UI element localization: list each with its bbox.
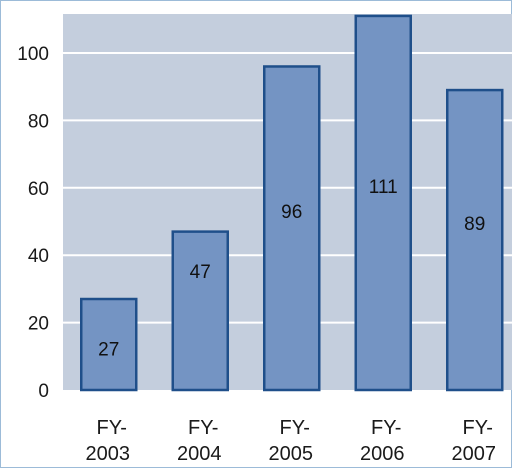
x-tick-label: FY- (97, 417, 127, 439)
data-labels: 27 47 96 111 89 (98, 177, 485, 360)
x-tick-label: FY- (463, 417, 493, 439)
data-label: 96 (281, 202, 302, 223)
bar-fy2003 (80, 297, 138, 392)
data-label: 47 (190, 262, 211, 283)
y-tick-label: 100 (17, 44, 49, 65)
x-tick-label: 2003 (86, 443, 131, 465)
bars (80, 14, 504, 392)
x-tick-label: 2007 (452, 443, 497, 465)
y-tick-label: 80 (28, 111, 49, 132)
bar-fy2005 (263, 65, 321, 392)
y-tick-label: 60 (28, 179, 49, 200)
bar-fy2006 (354, 14, 412, 392)
x-tick-label: 2005 (269, 443, 314, 465)
data-label: 111 (369, 177, 398, 198)
bar-fy2007 (446, 88, 504, 392)
data-label: 27 (98, 339, 119, 360)
y-tick-label: 0 (38, 381, 49, 402)
x-tick-label: FY- (188, 417, 218, 439)
x-tick-label: FY- (280, 417, 310, 439)
x-axis-ticks: FY- 2003 FY- 2004 FY- 2005 FY- 2006 FY- 2007 (86, 417, 497, 465)
y-axis-ticks: 0 20 40 60 80 100 (17, 44, 49, 402)
x-tick-label: FY- (371, 417, 401, 439)
y-tick-label: 40 (28, 246, 49, 267)
x-tick-label: 2006 (360, 443, 405, 465)
data-label: 89 (464, 214, 485, 235)
x-tick-label: 2004 (177, 443, 222, 465)
y-tick-label: 20 (28, 314, 49, 335)
bar-fy2004 (171, 230, 229, 392)
